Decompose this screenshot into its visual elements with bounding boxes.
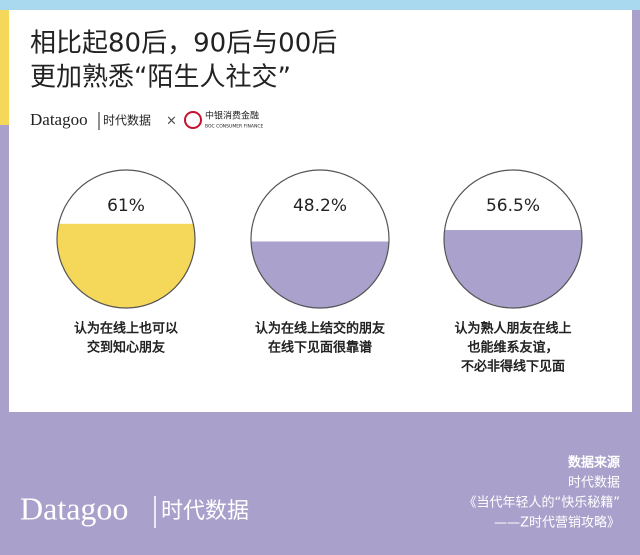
source-line: 时代数据 — [568, 476, 620, 491]
value-label: 48.2% — [293, 196, 347, 216]
category-label: 交到知心朋友 — [87, 340, 165, 356]
category-label: 认为熟人朋友在线上 — [454, 321, 571, 337]
partner-cn: 中银消费金融 — [205, 110, 259, 122]
category-label: 也能维系友谊， — [467, 340, 558, 356]
source-line: ——Z时代营销攻略》 — [494, 515, 620, 531]
brand-cn: 时代数据 — [103, 113, 151, 128]
brand: Datagoo — [30, 110, 88, 129]
category-label: 在线下见面很靠谱 — [268, 340, 372, 356]
category-label: 不必非得线下见面 — [461, 359, 565, 375]
side-stripe — [0, 10, 9, 125]
source-heading: 数据来源 — [568, 455, 620, 471]
footer-brand-cn: 时代数据 — [161, 499, 249, 524]
category-label: 认为在线上也可以 — [74, 321, 178, 337]
category-label: 认为在线上结交的朋友 — [255, 321, 385, 337]
circle-outline — [56, 169, 196, 309]
footer-brand: Datagoo — [20, 490, 128, 526]
value-label: 61% — [107, 196, 145, 216]
title: 相比起80后，90后与00后 — [30, 29, 337, 59]
partner-logo — [184, 111, 202, 129]
title: 更加熟悉“陌生人社交” — [30, 63, 291, 93]
value-label: 56.5% — [486, 196, 540, 216]
circle-outline — [443, 169, 583, 309]
top-stripe — [0, 0, 640, 10]
source-line: 《当代年轻人的“快乐秘籍” — [464, 495, 620, 511]
circle-outline — [250, 169, 390, 309]
cross: × — [166, 114, 177, 129]
partner-en: BOC CONSUMER FINANCE — [205, 124, 263, 130]
